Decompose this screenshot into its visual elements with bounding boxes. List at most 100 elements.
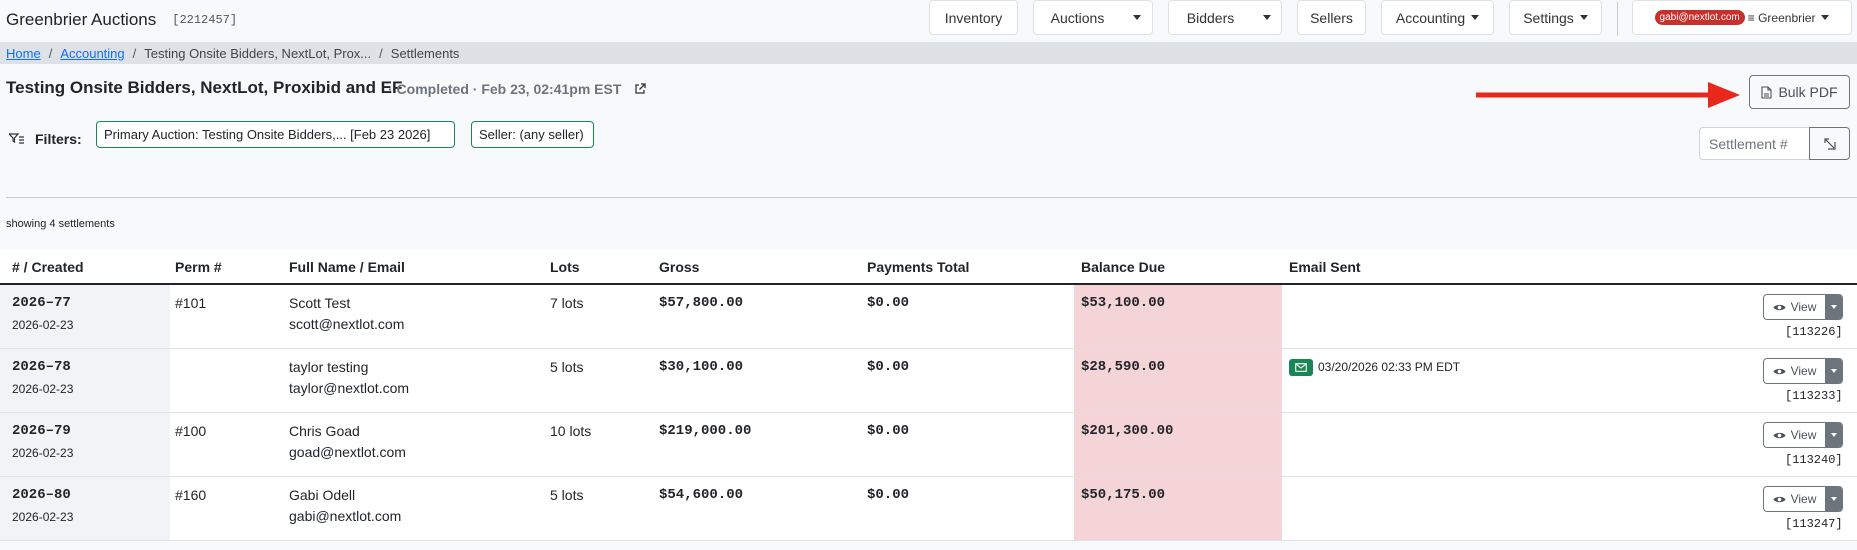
settings-menu[interactable]: Settings [1509,0,1602,35]
full-name: Scott Test [289,295,351,311]
breadcrumb-current: Settlements [390,45,460,61]
email-sent-icon [1289,359,1313,376]
sellers-button[interactable]: Sellers [1297,0,1366,35]
view-button-main[interactable]: View [1764,423,1825,447]
full-name: taylor testing [289,359,369,375]
view-dropdown-toggle[interactable] [1825,359,1842,383]
lots-count: 10 lots [550,423,592,439]
col-number-created[interactable]: # / Created [12,259,84,275]
view-dropdown-toggle[interactable] [1825,487,1842,511]
table-row[interactable]: 2026–78 2026-02-23 taylor testing taylor… [0,349,1857,413]
payments-total: $0.00 [867,423,910,439]
settlement-number[interactable]: 2026–78 [12,359,71,375]
settlement-number[interactable]: 2026–77 [12,295,71,311]
gross-amount: $57,800.00 [659,295,744,311]
created-date: 2026-02-23 [12,446,74,460]
bidders-label: Bidders [1186,9,1235,26]
nav-divider [1617,2,1618,36]
created-date: 2026-02-23 [12,318,74,332]
col-gross[interactable]: Gross [659,259,700,275]
col-perm[interactable]: Perm # [175,259,222,275]
balance-due: $53,100.00 [1081,295,1166,311]
table-row[interactable]: 2026–79 2026-02-23 #100 Chris Goad goad@… [0,413,1857,477]
col-name-email[interactable]: Full Name / Email [289,259,405,275]
balance-due: $28,590.00 [1081,359,1166,375]
app-id: [2212457] [172,13,238,27]
user-menu[interactable]: gabi@nextlot.com ≡ Greenbrier [1632,0,1852,35]
table-header: # / Created Perm # Full Name / Email Lot… [0,249,1857,285]
settlement-id: [113247] [1785,517,1843,531]
external-link-icon[interactable] [634,82,646,100]
breadcrumb-separator: / [48,45,53,61]
perm-number: #101 [175,295,207,311]
col-lots[interactable]: Lots [550,259,580,275]
gross-amount: $219,000.00 [659,423,752,439]
lots-count: 7 lots [550,295,584,311]
accounting-label: Accounting [1395,9,1466,26]
auctions-button[interactable]: Auctions [1033,0,1122,35]
col-payments[interactable]: Payments Total [867,259,970,275]
perm-number: #160 [175,487,207,503]
settlement-search-button[interactable] [1809,127,1850,160]
settings-label: Settings [1523,9,1574,26]
chevron-down-icon [1262,15,1271,20]
view-button-main[interactable]: View [1764,487,1825,511]
view-button[interactable]: View [1763,422,1843,448]
view-button[interactable]: View [1763,294,1843,320]
bulk-pdf-button[interactable]: Bulk PDF [1749,75,1850,109]
email-sent-date: 03/20/2026 02:33 PM EDT [1318,360,1461,374]
payments-total: $0.00 [867,487,910,503]
breadcrumb-home[interactable]: Home [6,45,41,61]
settlement-number[interactable]: 2026–79 [12,423,71,439]
view-button-main[interactable]: View [1764,359,1825,383]
view-label: View [1790,492,1817,506]
chevron-down-icon [1830,497,1837,501]
view-button-main[interactable]: View [1764,295,1825,319]
view-label: View [1790,364,1817,378]
col-email-sent[interactable]: Email Sent [1289,259,1361,275]
view-dropdown-toggle[interactable] [1825,295,1842,319]
settlement-number-input[interactable]: Settlement # [1699,127,1810,160]
bidders-button[interactable]: Bidders [1168,0,1253,35]
email: gabi@nextlot.com [289,508,402,524]
sellers-label: Sellers [1310,9,1353,26]
chevron-down-icon [1471,15,1480,20]
primary-auction-filter-chip[interactable]: Primary Auction: Testing Onsite Bidders,… [96,121,455,148]
balance-cell-bg [1074,477,1282,540]
table-row[interactable]: 2026–80 2026-02-23 #160 Gabi Odell gabi@… [0,477,1857,541]
view-button[interactable]: View [1763,486,1843,512]
bidders-dropdown-toggle[interactable] [1252,0,1282,35]
accounting-menu[interactable]: Accounting [1381,0,1494,35]
lots-count: 5 lots [550,487,584,503]
view-button[interactable]: View [1763,358,1843,384]
app-title[interactable]: Greenbrier Auctions [6,10,157,29]
balance-due: $50,175.00 [1081,487,1166,503]
id-cell-bg [0,349,170,412]
chevron-down-icon [1830,433,1837,437]
title-row: Testing Onsite Bidders, NextLot, Proxibi… [0,64,1857,116]
inventory-button[interactable]: Inventory [929,0,1018,35]
seller-filter-chip[interactable]: Seller: (any seller) [471,121,594,148]
col-balance[interactable]: Balance Due [1081,259,1166,275]
filter-icon [9,133,24,144]
breadcrumb-separator: / [379,45,383,61]
chevron-down-icon [1132,15,1141,20]
balance-cell-bg [1074,349,1282,412]
user-org: ≡ Greenbrier [1747,10,1816,25]
id-cell-bg [0,413,170,476]
breadcrumb-accounting[interactable]: Accounting [60,45,125,61]
eye-icon [1773,304,1786,310]
section-divider [6,197,1857,198]
settlement-number[interactable]: 2026–80 [12,487,71,503]
balance-cell-bg [1074,285,1282,348]
filter-row: Filters: Primary Auction: Testing Onsite… [0,116,1857,166]
auction-status: · Completed · Feb 23, 02:41pm EST [388,81,622,97]
view-dropdown-toggle[interactable] [1825,423,1842,447]
envelope-icon [1295,363,1307,372]
table-row[interactable]: 2026–77 2026-02-23 #101 Scott Test scott… [0,285,1857,349]
chevron-down-icon [1821,15,1830,20]
auctions-dropdown-toggle[interactable] [1121,0,1153,35]
eye-icon [1773,432,1786,438]
gross-amount: $54,600.00 [659,487,744,503]
red-arrow-annotation [1476,82,1740,108]
